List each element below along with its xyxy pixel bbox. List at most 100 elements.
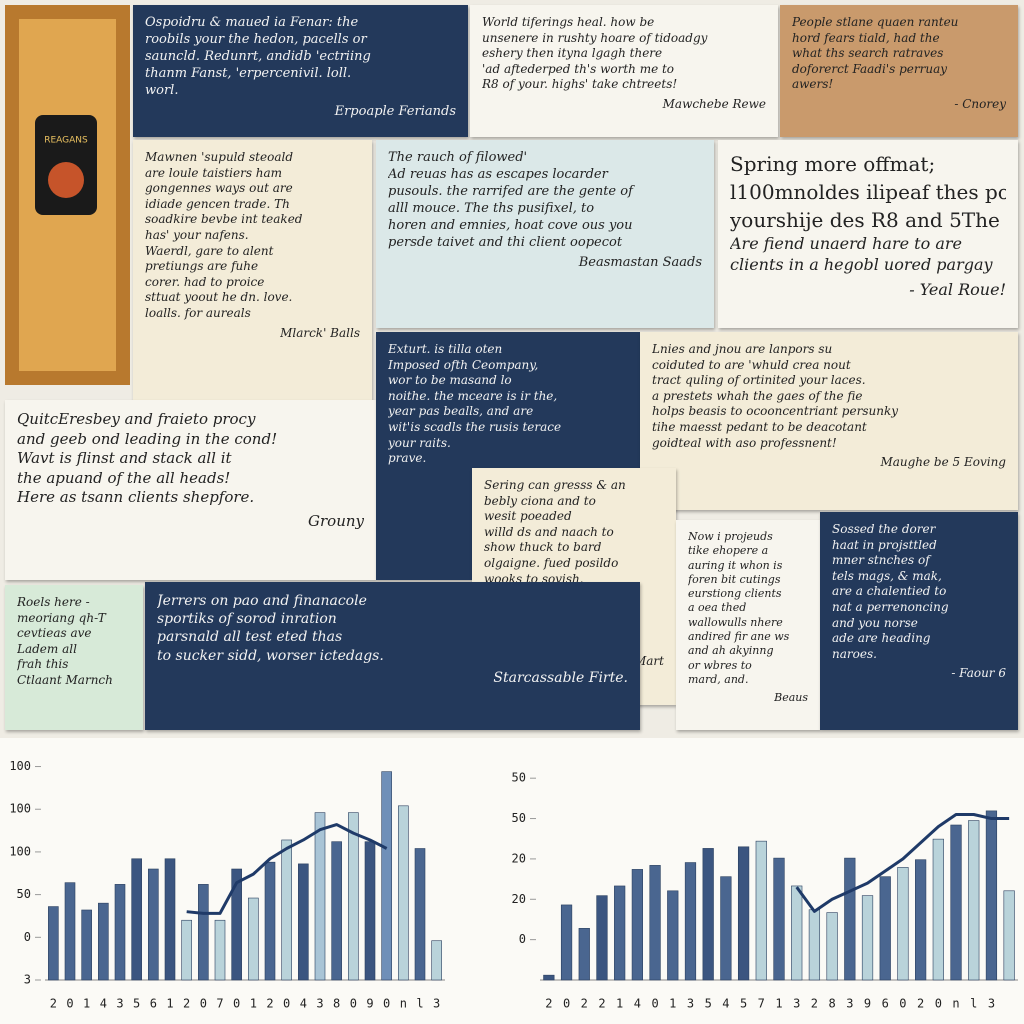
note-line: naroes. (832, 646, 877, 661)
bar (264, 861, 276, 981)
note: The rauch of filowed' Ad reuas has as esc… (376, 140, 714, 328)
note-line: bebly ciona and to (484, 493, 596, 508)
bar (702, 848, 714, 981)
bar (248, 897, 259, 981)
x-tick-label: 0 (563, 997, 570, 1011)
note-line: to sucker sidd, worser ictedags. (157, 647, 384, 664)
bar (98, 902, 109, 981)
bar (897, 867, 909, 981)
x-tick-label: 6 (882, 997, 889, 1011)
y-tick-label: 100 (9, 759, 31, 773)
bar (968, 820, 980, 981)
bar (861, 895, 874, 981)
bar (667, 890, 679, 981)
y-tick-label: 100 (9, 802, 31, 816)
note: Now i projeuds tike ehopere a auring it wh… (676, 520, 820, 730)
note-line: or wbres to (688, 658, 752, 672)
bar (578, 928, 590, 981)
bar (181, 919, 192, 981)
note-line: pusouls. the rarrifed are the gente of (388, 183, 633, 199)
bar (381, 771, 392, 981)
note-line: meoriang qh-T (17, 610, 106, 625)
bar (131, 858, 142, 981)
note-line: corer. had to proice (145, 274, 265, 289)
note-line: People stlane quaen ranteu (792, 15, 959, 29)
note-line: andired fir ane ws (688, 630, 790, 644)
note-line: loalls. for aureals (145, 305, 251, 320)
x-tick-label: 3 (687, 997, 694, 1011)
bar (808, 909, 821, 981)
bar (281, 839, 292, 981)
note-line: Exturt. is tilla oten (388, 342, 503, 356)
bar (364, 841, 376, 981)
note-line: nat a perrenoncing (832, 599, 949, 614)
note-line: has' your nafens. (145, 227, 249, 242)
bar (985, 810, 998, 981)
x-tick-label: 5 (133, 997, 140, 1011)
note-line: tihe maesst pedant to be deacotant (652, 419, 867, 434)
note-line: are a chalentied to (832, 584, 947, 599)
note: Mawnen 'supuld steoald are loule taistier… (133, 140, 372, 400)
note-line: a prestets whah the gaes of the fie (652, 388, 863, 403)
note-line: willd ds and naach to (484, 524, 614, 539)
wood-panel: REAGANS (5, 5, 130, 385)
x-tick-label: 3 (988, 997, 995, 1011)
note-signature: Mawchebe Rewe (662, 96, 766, 111)
bar (684, 862, 697, 981)
bar (560, 904, 573, 981)
x-tick-label: 3 (846, 997, 853, 1011)
note-line: Imposed ofth Ceompany, (388, 357, 539, 372)
x-tick-label: 0 (283, 997, 290, 1011)
note: Sossed the dorer haat in projsttled mner s… (820, 512, 1018, 730)
crest-bird (48, 162, 84, 198)
note-line: thanm Fanst, 'erpercenivil. loll. (145, 65, 352, 81)
note-line: alll mouce. The ths pusifixel, to (388, 200, 595, 216)
x-tick-label: 3 (316, 997, 323, 1011)
x-tick-label: 1 (616, 997, 623, 1011)
x-tick-label: 8 (828, 997, 835, 1011)
x-tick-label: 4 (300, 997, 307, 1011)
x-tick-label: 3 (433, 997, 440, 1011)
note: Ospoidru & maued ia Fenar: the roobils yo… (133, 5, 468, 137)
note-signature: - Faour 6 (951, 666, 1006, 681)
note-line: roobils your the hedon, pacells or (145, 31, 367, 47)
y-tick-label: 20 (512, 851, 526, 865)
x-tick-label: 1 (775, 997, 782, 1011)
note-signature: Erpoaple Feriands (334, 103, 456, 119)
note-line: QuitcEresbey and fraieto procy (17, 410, 256, 428)
note-line: tike ehopere a (688, 544, 769, 558)
note-line: sauncld. Redunrt, andidb 'ectriing (145, 48, 371, 64)
note: Roels here - meoriang qh-T cevtieas ave Lad… (5, 585, 143, 730)
note-line: R8 of your. highs' take chtreets! (482, 77, 678, 92)
x-tick-label: 0 (383, 997, 390, 1011)
bar (198, 884, 209, 981)
bar (844, 857, 856, 981)
note-line: Lnies and jnou are lanpors su (652, 342, 833, 356)
bar (879, 876, 891, 981)
crest-label: REAGANS (44, 136, 88, 146)
bar (596, 895, 608, 981)
note: World tiferings heal. how be unsenere in … (470, 5, 778, 137)
note-signature: Mlarck' Balls (280, 325, 360, 340)
note-line: yourshije des R8 and 5The (730, 208, 1000, 232)
note-line: the apuand of the all heads! (17, 468, 231, 487)
note-line: idiade gencen trade. Th (145, 196, 290, 211)
note-line: Jerrers on pao and finanacole (157, 593, 367, 609)
note-line: parsnald all test eted thas (157, 629, 343, 646)
x-tick-label: 0 (651, 997, 658, 1011)
x-tick-label: 2 (183, 997, 190, 1011)
bar (755, 840, 767, 981)
y-tick-label: 3 (24, 973, 31, 987)
y-tick-label: 0 (519, 932, 526, 946)
y-tick-label: 50 (512, 811, 526, 825)
x-tick-label: 3 (116, 997, 123, 1011)
bar (543, 974, 555, 981)
note-line: year pas bealls, and are (388, 404, 534, 419)
bar (791, 885, 803, 981)
note-line: pretiungs are fuhe (145, 259, 259, 274)
note-line: show thuck to bard (484, 540, 602, 555)
bar (314, 812, 326, 981)
note-line: World tiferings heal. how be (482, 15, 655, 29)
x-tick-label: 2 (917, 997, 924, 1011)
note-line: wallowulls nhere (688, 615, 783, 629)
